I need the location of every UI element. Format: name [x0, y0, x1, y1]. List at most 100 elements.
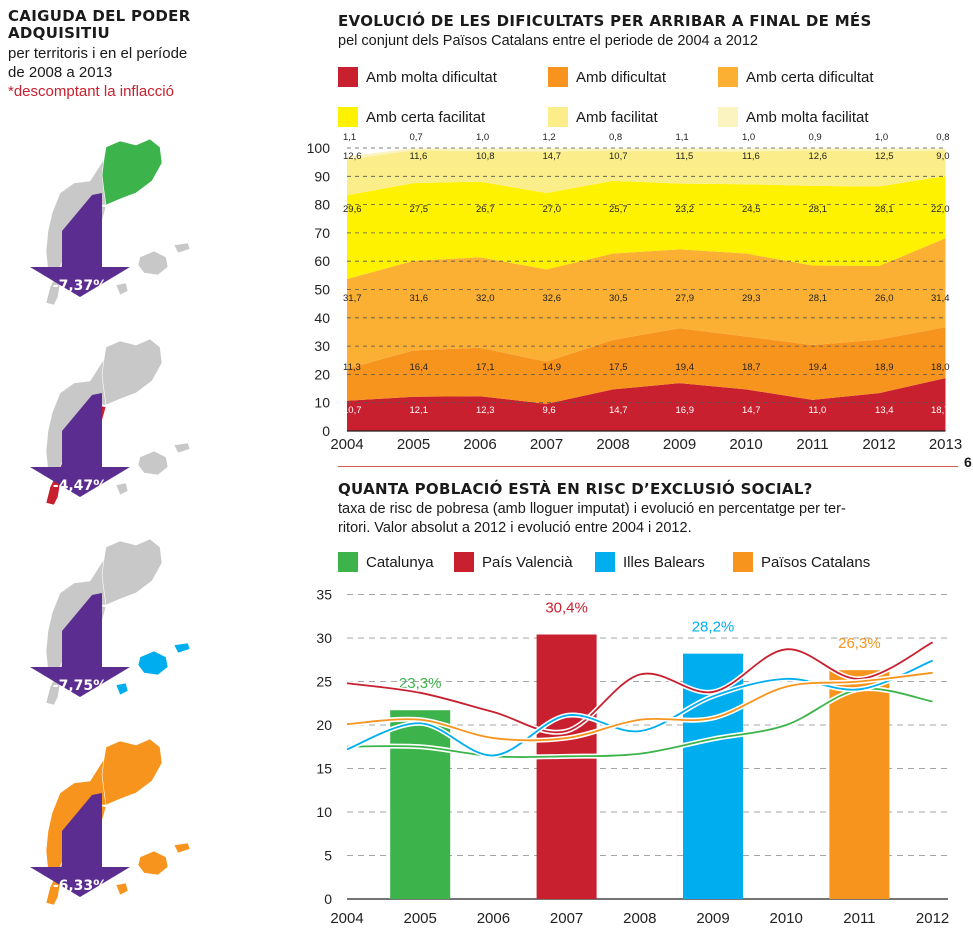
legend-label: Amb facilitat — [576, 108, 658, 126]
value-label: 17,1 — [476, 362, 495, 373]
value-label: 0,7 — [410, 132, 423, 143]
y-tick-label: 70 — [314, 225, 330, 241]
x-tick-label: 2006 — [463, 436, 496, 453]
value-label: 28,1 — [875, 204, 894, 215]
left-title-line2: ADQUISITIU — [8, 24, 110, 42]
chart2-subtitle-line1: taxa de risc de pobresa (amb lloguer imp… — [338, 501, 846, 517]
value-label: 29,6 — [343, 204, 362, 215]
value-label: 18,7 — [742, 362, 761, 373]
value-label: 18,9 — [875, 362, 894, 373]
legend-label: Amb dificultat — [576, 68, 667, 86]
map-island-menorca — [173, 442, 191, 454]
x-tick-label: 2004 — [330, 910, 363, 927]
legend-swatch — [718, 67, 738, 87]
page-number: 6 — [964, 454, 972, 470]
legend-swatch — [338, 107, 358, 127]
map-island-eivissa — [115, 882, 129, 896]
legend-certa-facilitat: Amb certa facilitat — [338, 107, 485, 127]
value-label: 13,4 — [875, 405, 894, 416]
value-label: 12,1 — [410, 405, 429, 416]
y-tick-label: 60 — [314, 253, 330, 269]
map-island-menorca — [173, 242, 191, 254]
value-label: 19,4 — [676, 362, 695, 373]
legend-molta-dificultat: Amb molta dificultat — [338, 67, 497, 87]
value-label: 31,7 — [343, 293, 362, 304]
value-label: 1,1 — [676, 132, 689, 143]
map-region-catalunya — [101, 338, 163, 406]
down-arrow-icon — [30, 393, 130, 497]
map-catalunya: -7,37% — [30, 138, 191, 306]
value-label: 11,0 — [809, 405, 827, 416]
map-island-eivissa — [115, 682, 129, 696]
map-island-mallorca — [137, 250, 169, 276]
x-tick-label: 2013 — [929, 436, 962, 453]
x-tick-label: 2011 — [843, 910, 875, 927]
left-panel: CAIGUDA DEL PODER ADQUISITIU per territo… — [8, 8, 318, 101]
value-label: 14,7 — [609, 405, 628, 416]
legend-swatch — [548, 107, 568, 127]
down-arrow-icon — [30, 593, 130, 697]
legend-swatch — [733, 552, 753, 572]
map-island-mallorca — [137, 450, 169, 476]
x-tick-label: 2005 — [397, 436, 430, 453]
legend-label: Amb molta facilitat — [746, 108, 869, 126]
value-label: 9,0 — [936, 151, 949, 162]
y-tick-label: 30 — [314, 338, 330, 354]
bar-label: 28,2% — [692, 619, 735, 636]
bar-pa-s-valenci- — [536, 634, 597, 899]
down-arrow-icon — [30, 193, 130, 297]
value-label: 1,0 — [476, 132, 489, 143]
x-tick-label: 2009 — [696, 910, 729, 927]
chart2-subtitle-line2: ritori. Valor absolut a 2012 i evolució … — [338, 520, 692, 536]
x-tick-label: 2010 — [770, 910, 803, 927]
down-arrow-icon — [30, 793, 130, 897]
x-tick-label: 2007 — [550, 910, 583, 927]
value-label: 32,6 — [543, 293, 562, 304]
value-label: 29,3 — [742, 293, 761, 304]
map-value-label: -7,37% — [53, 278, 107, 294]
x-tick-label: 2008 — [623, 910, 656, 927]
map-region-catalunya — [101, 538, 163, 606]
bar-label: 26,3% — [838, 635, 881, 652]
y-tick-label: 5 — [324, 848, 332, 864]
y-tick-label: 25 — [316, 674, 332, 690]
value-label: 32,0 — [476, 293, 495, 304]
left-subtitle: per territoris i en el període de 2008 a… — [8, 44, 318, 82]
value-label: 24,5 — [742, 204, 761, 215]
value-label: 27,9 — [676, 293, 695, 304]
value-label: 16,4 — [410, 362, 429, 373]
value-label: 12,6 — [809, 151, 828, 162]
legend-swatch — [595, 552, 615, 572]
legend-swatch — [548, 67, 568, 87]
value-label: 11,3 — [343, 362, 361, 373]
map-island-menorca — [173, 842, 191, 854]
section-divider — [338, 466, 958, 467]
y-tick-label: 100 — [307, 140, 331, 156]
value-label: 18,0 — [931, 362, 950, 373]
y-tick-label: 15 — [316, 761, 332, 777]
y-tick-label: 0 — [322, 423, 330, 439]
bar-label: 23,3% — [399, 675, 442, 692]
value-label: 16,9 — [676, 405, 695, 416]
x-tick-label: 2011 — [796, 436, 828, 453]
value-label: 10,7 — [609, 151, 628, 162]
y-tick-label: 35 — [316, 587, 332, 603]
legend-paisos-catalans: Països Catalans — [733, 552, 870, 572]
legend-label: Amb certa facilitat — [366, 108, 486, 126]
y-tick-label: 10 — [316, 804, 332, 820]
x-tick-label: 2009 — [663, 436, 696, 453]
value-label: 28,1 — [809, 204, 828, 215]
value-label: 0,8 — [936, 132, 949, 143]
y-tick-label: 80 — [314, 197, 330, 213]
y-tick-label: 10 — [314, 395, 330, 411]
value-label: 27,0 — [543, 204, 562, 215]
legend-swatch — [718, 107, 738, 127]
map-paisos-catalans: -6,33% — [30, 738, 191, 906]
x-tick-label: 2012 — [916, 910, 949, 927]
map-island-mallorca — [137, 650, 169, 676]
value-label: 14,7 — [543, 151, 562, 162]
map-pais-valencia: -4,47% — [30, 338, 191, 506]
value-label: 1,0 — [742, 132, 755, 143]
value-label: 10,7 — [343, 405, 362, 416]
